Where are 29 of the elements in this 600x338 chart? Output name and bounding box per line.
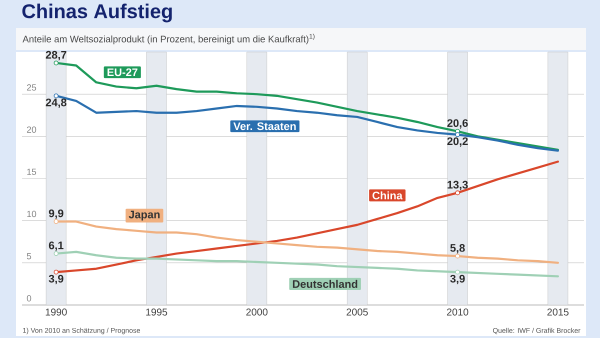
data-label: 20,6 bbox=[447, 119, 468, 129]
x-tick-label: 2005 bbox=[346, 308, 368, 316]
x-tick-label: 2010 bbox=[446, 308, 468, 316]
series-label: EU-27 bbox=[108, 68, 138, 76]
x-tick-label: 1995 bbox=[146, 308, 168, 316]
series-label: Deutschland bbox=[292, 280, 358, 288]
y-tick-label: 20 bbox=[26, 126, 36, 133]
data-label: 3,9 bbox=[450, 274, 465, 284]
chart-subtitle: Anteile am Weltsozialprodukt (in Prozent, bereinigt um die Kaufkraft)$^{1)}$ bbox=[22, 34, 315, 44]
y-tick-label: 5 bbox=[26, 253, 32, 260]
y-tick-label: 0 bbox=[26, 295, 32, 302]
data-label: 13,3 bbox=[448, 180, 468, 190]
y-tick-label: 25 bbox=[26, 84, 36, 91]
data-label: 20,2 bbox=[447, 137, 468, 147]
y-tick-label: 15 bbox=[27, 168, 36, 175]
data-label: 6,1 bbox=[48, 242, 64, 251]
data-label: 28,7 bbox=[46, 50, 66, 60]
series-label: Ver. Staaten bbox=[233, 122, 296, 130]
data-label: 3,9 bbox=[48, 274, 64, 284]
data-label: 9,9 bbox=[48, 209, 64, 219]
data-label: 24,8 bbox=[46, 98, 66, 108]
y-tick-label: 10 bbox=[27, 210, 36, 218]
data-label: 5,8 bbox=[450, 244, 465, 254]
series-label: China bbox=[372, 191, 403, 200]
series-label: Japan bbox=[128, 210, 160, 221]
x-tick-label: 2000 bbox=[246, 308, 268, 316]
x-tick-label: 1990 bbox=[46, 308, 67, 316]
chart-title: Chinas Aufstieg bbox=[22, 4, 172, 22]
x-tick-label: 2015 bbox=[547, 308, 569, 316]
